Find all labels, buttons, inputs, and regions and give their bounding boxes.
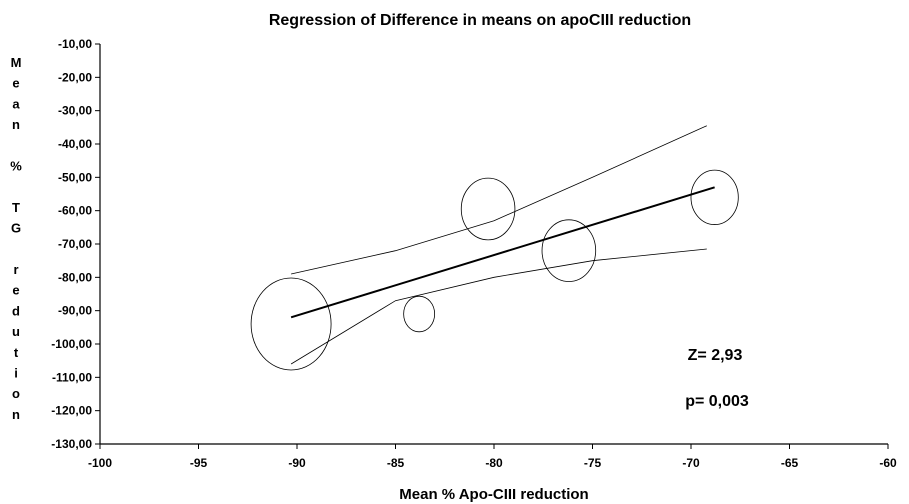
x-tick-label: -85 — [387, 456, 405, 470]
x-tick-label: -75 — [584, 456, 602, 470]
y-axis-label-char: o — [12, 386, 20, 401]
p-value-annotation: p= 0,003 — [685, 393, 749, 410]
regression-line — [290, 186, 715, 319]
study-bubble — [690, 169, 739, 225]
z-statistic-annotation: Z= 2,93 — [688, 347, 743, 364]
x-tick-label: -100 — [88, 456, 112, 470]
y-axis-label-char: i — [14, 366, 18, 381]
y-axis-ticks: -10,00 -20,00 -30,00 -40,00 -50,00 -60,00 -70,… — [51, 37, 100, 451]
y-axis-label-char: u — [12, 324, 20, 339]
y-tick-label: -110,00 — [52, 370, 92, 384]
x-axis-label: Mean % Apo-CIII reduction — [399, 486, 588, 503]
y-axis-label-char: G — [11, 221, 21, 236]
x-tick-label: -90 — [288, 456, 306, 470]
upper-confidence-band — [291, 125, 707, 275]
y-tick-label: -70,00 — [58, 237, 92, 251]
y-tick-label: -40,00 — [58, 137, 92, 151]
y-axis-label-char: t — [14, 345, 19, 360]
x-tick-label: -95 — [190, 456, 208, 470]
study-bubble — [403, 295, 436, 333]
plot-area — [250, 125, 739, 371]
y-axis-label-char: d — [12, 303, 20, 318]
y-tick-label: -120,00 — [51, 404, 92, 418]
y-axis-label-char: r — [13, 262, 18, 277]
lower-confidence-band — [290, 248, 707, 365]
x-tick-label: -70 — [682, 456, 700, 470]
y-tick-label: -20,00 — [58, 70, 92, 84]
y-tick-label: -10,00 — [58, 37, 92, 51]
y-axis-label-char: % — [10, 159, 22, 174]
y-tick-label: -130,00 — [51, 437, 92, 451]
study-bubble — [460, 177, 516, 241]
chart-title: Regression of Difference in means on apo… — [269, 12, 691, 29]
x-tick-label: -80 — [485, 456, 503, 470]
study-bubble — [250, 277, 332, 371]
x-axis-ticks: -100 -95 -90 -85 -80 -75 -70 -65 -60 — [88, 444, 897, 470]
y-tick-label: -60,00 — [58, 204, 92, 218]
y-tick-label: -50,00 — [58, 170, 92, 184]
y-tick-label: -90,00 — [58, 304, 92, 318]
x-tick-label: -60 — [879, 456, 897, 470]
y-axis-label-char: e — [12, 283, 19, 298]
y-tick-label: -80,00 — [58, 270, 92, 284]
y-axis-label-char: T — [12, 200, 20, 215]
y-axis-label-char: a — [12, 96, 20, 111]
x-tick-label: -65 — [781, 456, 799, 470]
y-tick-label: -100,00 — [51, 337, 92, 351]
study-bubble — [541, 219, 597, 282]
y-axis-label-char: M — [11, 55, 22, 70]
y-axis-label-char: n — [12, 407, 20, 422]
y-tick-label: -30,00 — [58, 104, 92, 118]
y-axis-label-char: e — [12, 76, 19, 91]
y-axis-label-char: n — [12, 117, 20, 132]
